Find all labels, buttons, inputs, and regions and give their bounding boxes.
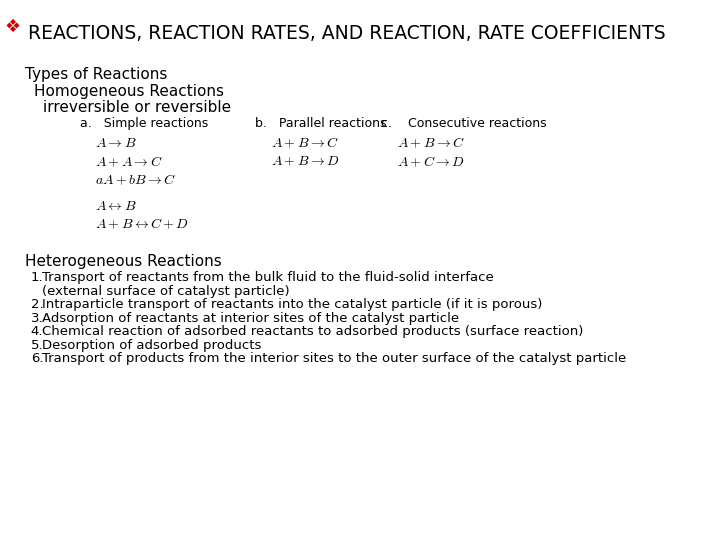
Text: 3.: 3. (31, 312, 43, 325)
Text: $A + B \rightarrow C$: $A + B \rightarrow C$ (397, 136, 465, 151)
Text: $A \leftrightarrow B$: $A \leftrightarrow B$ (95, 199, 137, 213)
Text: Adsorption of reactants at interior sites of the catalyst particle: Adsorption of reactants at interior site… (42, 312, 459, 325)
Text: Transport of products from the interior sites to the outer surface of the cataly: Transport of products from the interior … (42, 352, 626, 365)
Text: a.   Simple reactions: a. Simple reactions (80, 117, 208, 130)
Text: 6.: 6. (31, 352, 43, 365)
Text: Chemical reaction of adsorbed reactants to adsorbed products (surface reaction): Chemical reaction of adsorbed reactants … (42, 325, 583, 338)
Text: $A + B \rightarrow D$: $A + B \rightarrow D$ (271, 154, 339, 168)
Text: 4.: 4. (31, 325, 43, 338)
Text: $A + C \rightarrow D$: $A + C \rightarrow D$ (397, 154, 464, 169)
Text: Intraparticle transport of reactants into the catalyst particle (if it is porous: Intraparticle transport of reactants int… (42, 298, 542, 311)
Text: ❖: ❖ (4, 18, 20, 36)
Text: $A + B \leftrightarrow C + D$: $A + B \leftrightarrow C + D$ (95, 217, 189, 232)
Text: Types of Reactions: Types of Reactions (24, 68, 167, 83)
Text: irreversible or reversible: irreversible or reversible (43, 100, 231, 115)
Text: Transport of reactants from the bulk fluid to the fluid-solid interface: Transport of reactants from the bulk flu… (42, 271, 494, 284)
Text: Desorption of adsorbed products: Desorption of adsorbed products (42, 339, 261, 352)
Text: c.    Consecutive reactions: c. Consecutive reactions (382, 117, 547, 130)
Text: 1.: 1. (31, 271, 43, 284)
Text: b.   Parallel reactions: b. Parallel reactions (256, 117, 387, 130)
Text: $A \rightarrow B$: $A \rightarrow B$ (95, 136, 137, 150)
Text: $A + A \rightarrow C$: $A + A \rightarrow C$ (95, 154, 163, 169)
Text: 2.: 2. (31, 298, 43, 311)
Text: Homogeneous Reactions: Homogeneous Reactions (34, 84, 224, 99)
Text: $A + B \rightarrow C$: $A + B \rightarrow C$ (271, 136, 338, 151)
Text: Heterogeneous Reactions: Heterogeneous Reactions (24, 254, 221, 269)
Text: $aA + bB \rightarrow C$: $aA + bB \rightarrow C$ (95, 173, 176, 187)
Text: 5.: 5. (31, 339, 43, 352)
Text: REACTIONS, REACTION RATES, AND REACTION, RATE COEFFICIENTS: REACTIONS, REACTION RATES, AND REACTION,… (27, 24, 665, 43)
Text: (external surface of catalyst particle): (external surface of catalyst particle) (42, 285, 289, 298)
